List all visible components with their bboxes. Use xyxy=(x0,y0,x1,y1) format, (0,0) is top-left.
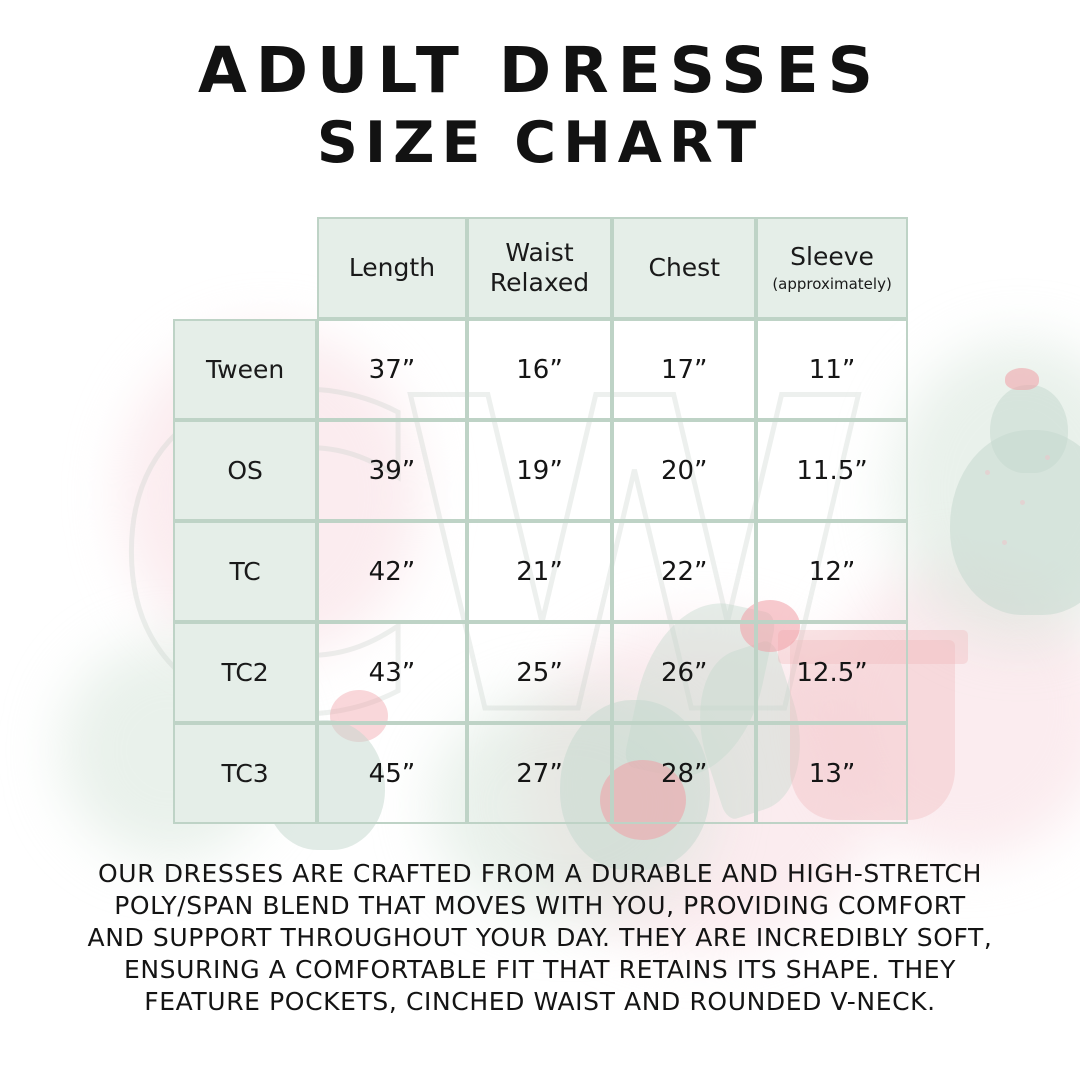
row-header-size: Tween xyxy=(173,319,318,420)
column-header-chest: Chest xyxy=(612,217,757,319)
cell-sleeve: 11” xyxy=(756,319,908,420)
cell-length: 37” xyxy=(317,319,467,420)
column-header-length-label: Length xyxy=(348,253,436,282)
table-row: TC 42” 21” 22” 12” xyxy=(173,521,908,622)
page-title-line-1: ADULT DRESSES xyxy=(198,34,882,107)
column-header-length: Length xyxy=(317,217,467,319)
column-header-chest-label: Chest xyxy=(648,253,720,282)
table-row: OS 39” 19” 20” 11.5” xyxy=(173,420,908,521)
description-line-5: FEATURE POCKETS, CINCHED WAIST AND ROUND… xyxy=(144,987,936,1016)
cell-length: 45” xyxy=(317,723,467,824)
cell-length: 43” xyxy=(317,622,467,723)
page-title-line-2: SIZE CHART xyxy=(316,110,764,176)
size-chart-table: Length Waist Relaxed Chest Sleeve (appro… xyxy=(173,217,908,824)
column-header-sleeve-sublabel: (approximately) xyxy=(772,275,892,293)
cell-waist: 19” xyxy=(466,420,613,521)
product-description: OUR DRESSES ARE CRAFTED FROM A DURABLE A… xyxy=(40,858,1040,1018)
cell-chest: 17” xyxy=(612,319,757,420)
table-corner-cell xyxy=(173,217,317,319)
description-line-4: ENSURING A COMFORTABLE FIT THAT RETAINS … xyxy=(123,955,957,984)
cell-chest: 20” xyxy=(612,420,757,521)
cell-length: 39” xyxy=(317,420,467,521)
cell-length: 42” xyxy=(317,521,467,622)
description-line-2: POLY/SPAN BLEND THAT MOVES WITH YOU, PRO… xyxy=(114,891,966,920)
column-header-waist-relaxed: Waist Relaxed xyxy=(466,217,613,319)
row-header-size: TC3 xyxy=(173,723,318,824)
column-header-sleeve-label: Sleeve xyxy=(790,242,874,271)
column-header-sleeve: Sleeve (approximately) xyxy=(756,217,908,319)
table-header-row: Length Waist Relaxed Chest Sleeve (appro… xyxy=(173,217,908,319)
table-row: TC3 45” 27” 28” 13” xyxy=(173,723,908,824)
row-header-size: OS xyxy=(173,420,318,521)
page-title: ADULT DRESSES SIZE CHART xyxy=(0,34,1080,178)
row-header-size: TC2 xyxy=(173,622,318,723)
cell-waist: 16” xyxy=(466,319,613,420)
description-line-1: OUR DRESSES ARE CRAFTED FROM A DURABLE A… xyxy=(98,859,982,888)
cell-sleeve: 11.5” xyxy=(756,420,908,521)
cell-waist: 21” xyxy=(466,521,613,622)
cell-chest: 28” xyxy=(612,723,757,824)
column-header-waist-relaxed-label: Waist Relaxed xyxy=(489,238,590,297)
cell-sleeve: 13” xyxy=(756,723,908,824)
cell-sleeve: 12” xyxy=(756,521,908,622)
cell-chest: 26” xyxy=(612,622,757,723)
table-row: TC2 43” 25” 26” 12.5” xyxy=(173,622,908,723)
cell-waist: 27” xyxy=(466,723,613,824)
cell-waist: 25” xyxy=(466,622,613,723)
cell-sleeve: 12.5” xyxy=(756,622,908,723)
table-row: Tween 37” 16” 17” 11” xyxy=(173,319,908,420)
row-header-size: TC xyxy=(173,521,318,622)
cell-chest: 22” xyxy=(612,521,757,622)
description-line-3: AND SUPPORT THROUGHOUT YOUR DAY. THEY AR… xyxy=(87,923,993,952)
